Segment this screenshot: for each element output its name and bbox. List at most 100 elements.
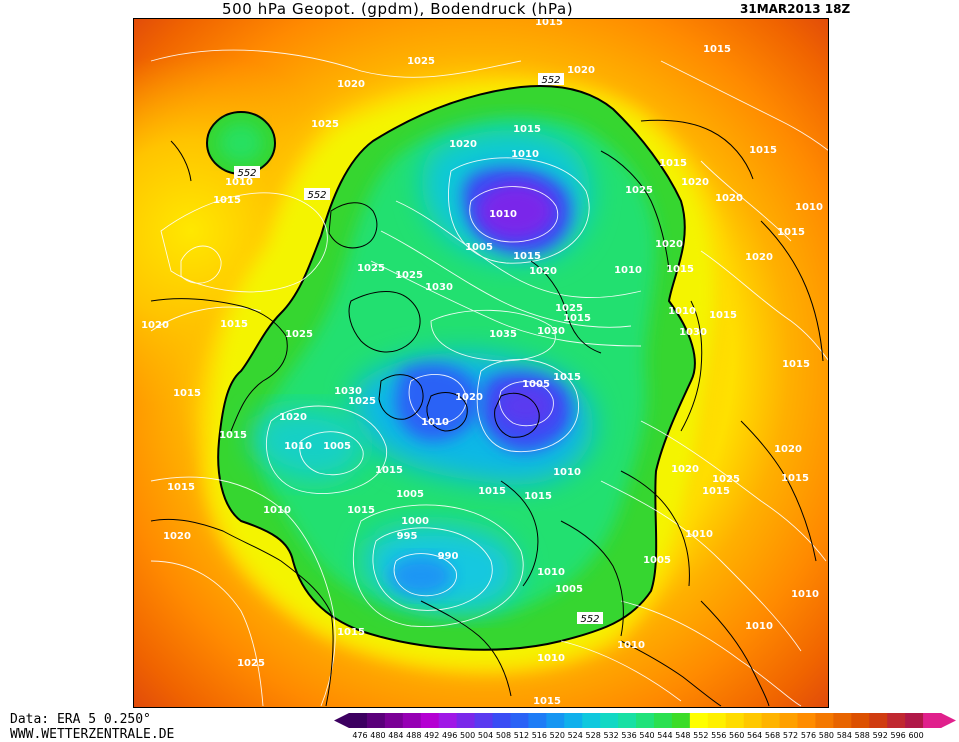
color-legend: 476 480 484 488 492 496 500 504 508 512 516 520 524 5… xyxy=(334,711,956,741)
legend-swatch xyxy=(905,713,924,728)
pressure-label: 1005 xyxy=(396,489,424,500)
legend-tick-label: 560 xyxy=(729,731,744,740)
legend-tick-label: 536 xyxy=(621,731,636,740)
pressure-label: 1005 xyxy=(643,555,671,566)
legend-tick-label: 508 xyxy=(496,731,511,740)
pressure-label: 1025 xyxy=(407,56,435,67)
pressure-label: 1020 xyxy=(774,444,802,455)
legend-arrow-right xyxy=(941,713,956,728)
pressure-label: 1020 xyxy=(455,392,483,403)
legend-swatch xyxy=(600,713,619,728)
pressure-label: 1015 xyxy=(220,319,248,330)
legend-tick-label: 496 xyxy=(442,731,457,740)
legend-swatch xyxy=(456,713,476,728)
pressure-label: 1005 xyxy=(323,441,351,452)
legend-swatch xyxy=(653,713,673,728)
pressure-label: 1020 xyxy=(671,464,699,475)
pressure-label: 1015 xyxy=(702,486,730,497)
legend-tick-label: 580 xyxy=(819,731,834,740)
pressure-label: 1010 xyxy=(795,202,823,213)
legend-tick-label: 528 xyxy=(586,731,601,740)
pressure-label: 1015 xyxy=(533,696,561,707)
legend-tick-label: 524 xyxy=(568,731,583,740)
pressure-label: 1020 xyxy=(449,139,477,150)
valid-time-label: 31MAR2013 18Z xyxy=(740,2,851,16)
legend-tick-label: 480 xyxy=(370,731,385,740)
legend-tick-label: 592 xyxy=(873,731,888,740)
legend-tick-label: 576 xyxy=(801,731,816,740)
legend-swatch xyxy=(851,713,870,728)
legend-swatch xyxy=(546,713,565,728)
pressure-label: 1010 xyxy=(553,467,581,478)
legend-swatch xyxy=(528,713,547,728)
legend-tick-label: 600 xyxy=(908,731,923,740)
contour-552-label: 552 xyxy=(307,190,326,201)
legend-swatch xyxy=(492,713,511,728)
legend-swatch xyxy=(833,713,852,728)
pressure-label: 1015 xyxy=(513,124,541,135)
pressure-label: 1010 xyxy=(668,306,696,317)
legend-swatch xyxy=(761,713,781,728)
pressure-label: 1010 xyxy=(537,567,565,578)
legend-arrow-left xyxy=(334,713,349,728)
contour-552-label: 552 xyxy=(541,75,560,86)
pressure-label: 1015 xyxy=(709,310,737,321)
legend-tick-label: 512 xyxy=(514,731,529,740)
legend-swatch xyxy=(420,713,440,728)
pressure-label: 1015 xyxy=(478,486,506,497)
pressure-label: 1005 xyxy=(555,584,583,595)
pressure-label: 1015 xyxy=(703,44,731,55)
legend-tick-label: 484 xyxy=(388,731,403,740)
pressure-label: 1010 xyxy=(685,529,713,540)
legend-tick-label: 552 xyxy=(693,731,708,740)
legend-swatch xyxy=(923,713,942,728)
pressure-label: 1015 xyxy=(666,264,694,275)
footer-info: Data: ERA 5 0.250° WWW.WETTERZENTRALE.DE xyxy=(10,712,174,742)
pressure-label: 1015 xyxy=(553,372,581,383)
legend-swatch xyxy=(402,713,422,728)
legend-swatch xyxy=(618,713,637,728)
legend-swatch xyxy=(869,713,888,728)
pressure-label: 1025 xyxy=(285,329,313,340)
pressure-label: 1010 xyxy=(284,441,312,452)
pressure-label: 1010 xyxy=(263,505,291,516)
pressure-label: 1015 xyxy=(337,627,365,638)
pressure-label: 1025 xyxy=(712,474,740,485)
contour-552-labels: 552 552 552 552 xyxy=(234,73,603,625)
pressure-label: 1015 xyxy=(219,430,247,441)
legend-tick-label: 476 xyxy=(352,731,367,740)
pressure-label: 1005 xyxy=(465,242,493,253)
legend-tick-label: 516 xyxy=(532,731,547,740)
pressure-label: 990 xyxy=(438,551,459,562)
legend-tick-label: 588 xyxy=(855,731,870,740)
pressure-label: 1015 xyxy=(782,359,810,370)
pressure-label: 1015 xyxy=(659,158,687,169)
coastlines xyxy=(150,119,824,707)
pressure-label: 1005 xyxy=(522,379,550,390)
legend-swatch xyxy=(815,713,834,728)
legend-swatch xyxy=(366,713,386,728)
website-label: WWW.WETTERZENTRALE.DE xyxy=(10,727,175,742)
legend-tick-label: 544 xyxy=(657,731,672,740)
legend-tick-label: 500 xyxy=(460,731,475,740)
pressure-label: 1020 xyxy=(163,531,191,542)
pressure-label: 1015 xyxy=(781,473,809,484)
pressure-label: 1020 xyxy=(141,320,169,331)
chart-title: 500 hPa Geopot. (gpdm), Bodendruck (hPa) xyxy=(222,0,574,18)
pressure-label: 1010 xyxy=(225,177,253,188)
legend-swatch xyxy=(671,713,691,728)
pressure-label: 1015 xyxy=(535,19,563,28)
legend-swatch xyxy=(582,713,601,728)
pressure-label: 1020 xyxy=(279,412,307,423)
pressure-label: 1015 xyxy=(167,482,195,493)
contour-552-label: 552 xyxy=(580,614,599,625)
pressure-label: 1000 xyxy=(401,516,429,527)
pressure-label: 1020 xyxy=(337,79,365,90)
data-source-label: Data: ERA 5 0.250° xyxy=(10,712,151,727)
pressure-label: 1025 xyxy=(311,119,339,130)
pressure-label: 1015 xyxy=(563,313,591,324)
pressure-label: 1025 xyxy=(395,270,423,281)
pressure-label: 1035 xyxy=(489,329,517,340)
geopotential-field: 552 552 552 552 101510151025102010201025… xyxy=(134,19,828,707)
pressure-label: 1010 xyxy=(745,621,773,632)
